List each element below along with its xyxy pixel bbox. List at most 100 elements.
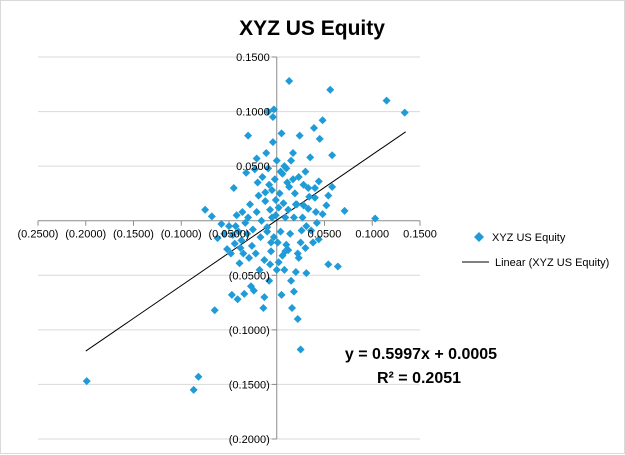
data-point xyxy=(240,289,249,298)
data-point xyxy=(328,182,337,191)
data-point xyxy=(241,218,250,227)
data-point xyxy=(275,189,284,198)
x-tick-labels: (0.2500) (0.2000) (0.1500) (0.1000) (0.0500)… xyxy=(18,229,437,241)
data-point xyxy=(333,262,342,271)
data-point xyxy=(250,165,259,174)
data-point xyxy=(229,183,238,192)
data-point xyxy=(268,113,277,122)
data-point xyxy=(286,229,295,238)
data-point xyxy=(245,253,254,262)
y-tick-label: 0.1000 xyxy=(236,107,270,119)
data-point xyxy=(289,213,298,222)
data-point xyxy=(274,258,283,267)
x-tick-label: (0.2000) xyxy=(65,229,106,241)
data-point xyxy=(244,213,253,222)
data-point xyxy=(194,372,203,381)
data-point xyxy=(293,249,302,258)
data-point xyxy=(268,138,277,147)
data-point xyxy=(307,226,316,235)
data-point xyxy=(226,249,235,258)
data-point xyxy=(213,234,222,243)
data-point xyxy=(246,282,255,291)
data-point xyxy=(285,182,294,191)
y-tick-label: (0.0500) xyxy=(229,270,270,282)
data-point xyxy=(302,269,311,278)
data-point xyxy=(264,107,273,116)
data-point xyxy=(271,195,280,204)
data-point xyxy=(217,219,226,228)
data-point xyxy=(304,204,313,213)
data-point xyxy=(236,244,245,252)
data-point xyxy=(237,236,246,245)
data-point xyxy=(267,213,276,222)
data-point xyxy=(262,149,271,158)
data-point xyxy=(277,290,286,299)
data-point xyxy=(322,201,331,210)
data-point xyxy=(269,233,278,242)
data-point xyxy=(272,156,281,165)
data-point xyxy=(189,385,198,394)
data-point xyxy=(267,186,276,195)
data-point xyxy=(251,249,260,258)
data-point xyxy=(279,199,288,208)
data-point xyxy=(285,77,294,86)
data-point xyxy=(265,180,274,189)
data-point xyxy=(253,178,262,187)
data-point xyxy=(290,189,299,198)
data-point xyxy=(274,203,283,212)
data-point xyxy=(270,175,279,184)
data-point xyxy=(254,191,263,200)
data-point xyxy=(301,244,310,252)
data-point xyxy=(239,249,248,258)
data-point xyxy=(288,304,297,313)
data-point xyxy=(252,154,261,163)
data-point xyxy=(257,216,266,225)
data-point xyxy=(281,213,290,222)
data-point xyxy=(267,247,276,256)
data-point xyxy=(266,260,275,269)
data-point xyxy=(294,253,303,262)
data-point xyxy=(326,85,335,94)
trendline-equation: y = 0.5997x + 0.0005 xyxy=(345,346,497,363)
data-point xyxy=(260,293,269,302)
data-point xyxy=(287,156,296,165)
data-point xyxy=(246,200,255,209)
data-point xyxy=(287,276,296,285)
data-point xyxy=(255,265,264,274)
data-point xyxy=(301,167,310,176)
data-point xyxy=(263,223,272,232)
chart-title: XYZ US Equity xyxy=(239,17,385,40)
data-point xyxy=(233,295,242,304)
data-point xyxy=(201,205,210,214)
data-point xyxy=(304,183,313,192)
y-tick-label: 0.1500 xyxy=(236,52,270,64)
data-point xyxy=(278,169,287,178)
data-point xyxy=(227,290,236,299)
x-tick-label: (0.2500) xyxy=(18,229,59,241)
trendline-layer xyxy=(85,131,406,352)
data-point xyxy=(266,205,275,214)
y-tick-label: (0.1000) xyxy=(229,325,270,337)
legend: XYZ US Equity Linear (XYZ US Equity) xyxy=(462,232,609,269)
gridlines xyxy=(38,56,420,440)
y-tick-label: (0.1500) xyxy=(229,379,270,391)
data-point xyxy=(225,222,233,231)
data-point xyxy=(244,131,253,140)
data-point xyxy=(340,206,349,215)
data-point xyxy=(207,212,216,221)
data-point xyxy=(247,241,256,250)
data-point xyxy=(232,211,241,220)
y-tick-labels: 0.1500 0.1000 0.0500 (0.0500) (0.1000) (0.150… xyxy=(229,52,270,446)
data-point xyxy=(314,235,323,244)
data-point xyxy=(280,265,289,274)
data-point xyxy=(243,229,252,238)
data-point xyxy=(371,214,380,223)
data-point xyxy=(318,116,327,125)
x-tick-label: 0.0500 xyxy=(308,229,342,241)
x-tick-label: (0.1500) xyxy=(113,229,154,241)
data-point xyxy=(256,233,265,242)
data-point xyxy=(223,245,232,254)
data-point xyxy=(289,287,298,296)
x-tick-label: 0.1500 xyxy=(403,229,437,241)
